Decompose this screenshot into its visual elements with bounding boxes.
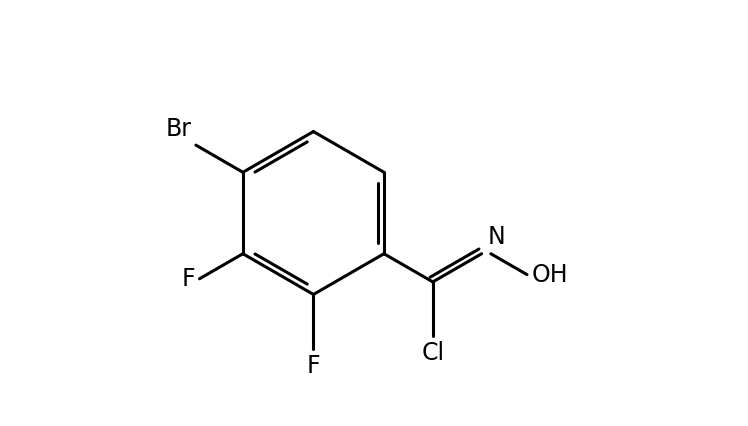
Text: Br: Br bbox=[166, 117, 191, 141]
Text: F: F bbox=[182, 267, 195, 291]
Text: N: N bbox=[488, 225, 506, 249]
Text: Cl: Cl bbox=[421, 341, 444, 365]
Text: OH: OH bbox=[531, 262, 568, 287]
Text: F: F bbox=[307, 354, 320, 378]
